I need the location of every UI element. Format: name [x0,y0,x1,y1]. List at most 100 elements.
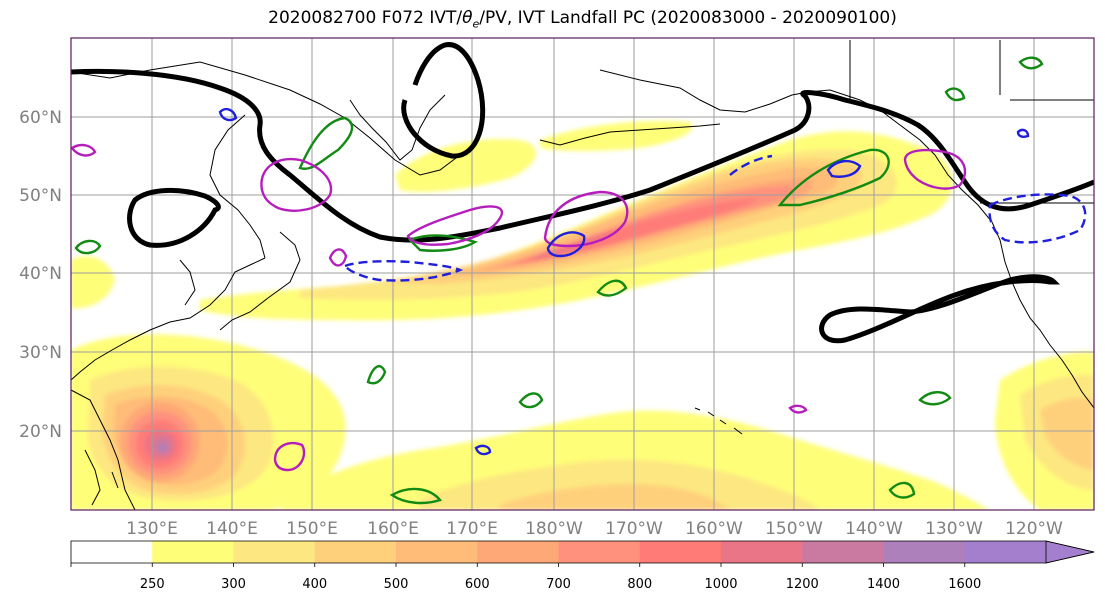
blue-dashed-contour-4 [988,193,1087,244]
colorbar-tick-label: 1200 [786,577,819,592]
green-contour-4 [366,365,387,385]
green-contour-2 [407,234,478,252]
black-contour-loop-kamchatka [401,42,486,159]
colorbar-tick-label: 700 [546,577,571,592]
black-contour-loop-east [819,274,1061,344]
longitude-label: 180°W [525,519,583,539]
longitude-label: 140°E [206,519,258,539]
colorbar-tick-label: 1400 [867,577,900,592]
green-contour-9 [518,392,544,409]
latitude-label: 20°N [19,422,62,442]
latitude-label: 40°N [19,264,62,284]
ivt-east-level-3 [1040,398,1094,470]
black-contours [71,42,1094,344]
north-america-interior [849,40,1094,101]
colorbar-tick-label: 400 [302,577,327,592]
colorbar-segment [233,541,316,563]
green-contour-11 [1018,56,1044,70]
colorbar-tick-label: 1000 [704,577,737,592]
green-contour-10 [918,391,952,406]
magenta-contour-1 [260,157,333,212]
colorbar-tick-label: 500 [384,577,409,592]
coastline-china [71,389,136,510]
longitude-label: 170°W [605,519,663,539]
blue-contour-2 [546,231,586,258]
black-contour-loop-northwest [127,187,221,248]
longitude-label: 130°W [925,519,983,539]
longitude-label: 130°E [126,519,178,539]
latitude-label: 60°N [19,108,62,128]
colorbar-segment [639,541,722,563]
colorbar-labels: 250 300 400 500 600 700 800 1000 1200 1400 1600 [70,563,981,592]
colorbar-segment [802,541,884,563]
colorbar-segment [477,541,559,563]
magenta-contour-6 [328,248,348,267]
ivt-south-band-3 [500,484,730,510]
blue-contours [218,107,1087,456]
longitude-label: 160°W [685,519,743,539]
ivt-patch-north [395,139,537,192]
colorbar-outline [70,540,1095,564]
latitude-label: 50°N [19,186,62,206]
magenta-contour-4 [273,441,306,472]
colorbar-segment [314,541,397,563]
plot-title: 2020082700 F072 IVT/θe/PV, IVT Landfall … [268,8,897,31]
coastline-alaska [599,69,936,156]
green-contour-8 [596,279,628,297]
map-frame [70,37,1095,511]
magenta-contour-7 [71,143,97,157]
latitude-label: 30°N [19,343,62,363]
green-contour-5 [389,487,443,505]
aleutian-islands [539,123,721,146]
blue-contour-6 [218,107,238,122]
coastline-north-america [934,154,1094,409]
magenta-contour-2 [406,205,504,246]
black-contour-jet [71,68,1094,243]
colorbar-segment [71,541,153,563]
green-contour-1 [298,116,354,170]
colorbar-segment [558,541,641,563]
green-contour-3 [777,148,890,207]
ivt-patch-aleutian [540,120,693,151]
magenta-contour-3 [543,190,629,248]
colorbar-extend-arrow [1045,540,1095,564]
colorbar [70,540,1095,564]
blue-dashed-contour-5 [729,154,773,176]
ivt-patch-west [71,256,115,309]
coastline-kamchatka [349,94,446,161]
coastline-korea-japan [179,231,301,331]
colorbar-tick-label: 250 [140,577,165,592]
ivt-band-level-8 [530,230,620,258]
blue-contour-8 [1016,128,1030,138]
blue-dashed-contour-1 [343,260,464,282]
magenta-contour-8 [788,404,808,414]
magenta-contour-5 [903,148,967,190]
colorbar-segment [883,541,966,563]
typhoon-core [159,444,167,452]
coastline-east-asia [71,61,461,381]
longitude-labels: 130°E 140°E 150°E 160°E 170°E 180°W 170°W 160°W… [126,519,1063,539]
longitude-label: 160°E [367,519,419,539]
colorbar-segment [396,541,478,563]
colorbar-tick-label: 800 [627,577,652,592]
green-contour-12 [944,87,966,102]
magenta-contours [71,143,967,472]
latitude-labels: 60°N 50°N 40°N 30°N 20°N [19,108,62,442]
blue-contour-3 [826,159,862,178]
longitude-label: 170°E [446,519,498,539]
colorbar-segment [964,541,1047,563]
colorbar-tick-label: 1600 [948,577,981,592]
colorbar-tick-label: 600 [465,577,490,592]
colorbar-segment [152,541,234,563]
green-contours [74,56,1044,505]
coastlines [71,40,1094,510]
colorbar-tick-label: 300 [221,577,246,592]
longitude-label: 150°E [286,519,338,539]
green-contour-7 [74,239,102,255]
coastline-philippines [84,449,119,506]
colorbar-segment [721,541,803,563]
hawaii-islands [694,407,743,435]
green-contour-6 [888,481,916,499]
longitude-label: 150°W [765,519,823,539]
